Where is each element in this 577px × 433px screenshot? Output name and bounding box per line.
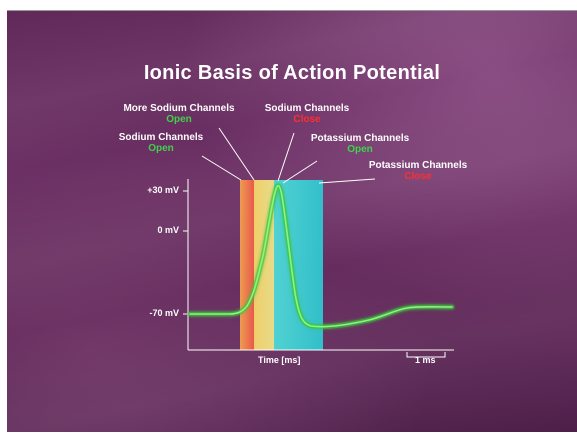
y-tick-label-70: -70 mV (149, 308, 179, 318)
label-sodium-open-line2: Open (148, 143, 174, 154)
band-sodium-open (240, 180, 254, 350)
page-title: Ionic Basis of Action Potential (143, 62, 441, 84)
label-more-sodium-open: More Sodium Channels Open (119, 103, 239, 125)
y-tick-label-0: 0 mV (157, 225, 179, 235)
x-axis-label: Time [ms] (258, 355, 301, 365)
membrane-potential-trace-core (189, 184, 453, 328)
label-sodium-open: Sodium Channels Open (111, 132, 211, 154)
label-more-sodium-open-line1: More Sodium Channels (123, 103, 235, 114)
label-potassium-open-line2: Open (347, 144, 373, 155)
leader-more-na-open (218, 127, 255, 181)
action-potential-diagram (183, 127, 455, 358)
slide: Ionic Basis of Action Potential (7, 10, 577, 432)
leader-k-close (318, 178, 376, 184)
label-potassium-close-line2: Close (404, 171, 432, 182)
label-potassium-open: Potassium Channels Open (305, 133, 415, 155)
label-sodium-close: Sodium Channels Close (257, 103, 357, 125)
label-potassium-close-line1: Potassium Channels (368, 160, 468, 171)
leader-na-open (201, 155, 242, 181)
scale-bar (406, 352, 446, 358)
label-potassium-close: Potassium Channels Close (363, 160, 473, 182)
scale-bar-label: 1 ms (415, 355, 436, 365)
label-more-sodium-open-line2: Open (166, 114, 192, 125)
label-sodium-open-line1: Sodium Channels (118, 132, 204, 143)
label-sodium-close-line2: Close (293, 114, 321, 125)
leader-na-close (277, 132, 295, 182)
label-sodium-close-line1: Sodium Channels (264, 103, 350, 114)
leader-k-open (282, 160, 318, 184)
label-potassium-open-line1: Potassium Channels (310, 133, 410, 144)
y-tick-label-30: +30 mV (147, 185, 179, 195)
